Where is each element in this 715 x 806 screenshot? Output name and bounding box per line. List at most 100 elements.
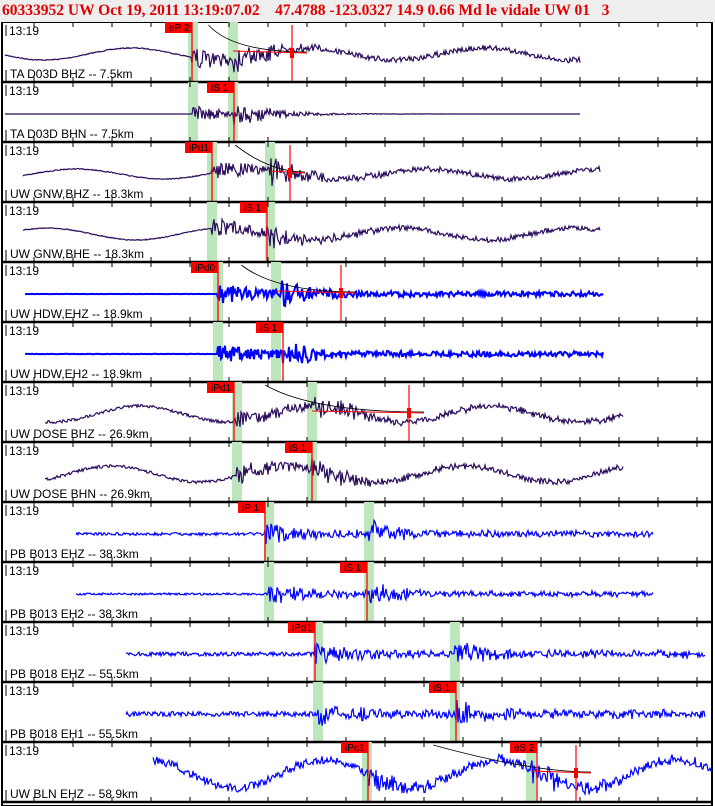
trace-channel-label: UW BLN EHZ -- 58.9km: [10, 787, 138, 801]
phase-pick-flag[interactable]: [165, 22, 192, 33]
trace-time-label: 13:19: [9, 384, 39, 398]
phase-pick-flag[interactable]: [288, 622, 315, 633]
trace-time-label: 13:19: [9, 324, 39, 338]
phase-window: [228, 82, 238, 142]
coda-fit-line: [530, 770, 592, 774]
phase-pick-flag[interactable]: [429, 682, 456, 693]
waveform: [125, 700, 706, 726]
phase-pick-label: eS 2: [514, 743, 535, 754]
phase-pick-flag[interactable]: [185, 142, 212, 153]
seismogram-panel[interactable]: eP 2 13:19 TA D03D BHZ -- 7.5km iS 1 13:19 TA…: [0, 22, 715, 806]
phase-pick-label: iPd1: [292, 623, 312, 634]
phase-window: [228, 22, 238, 82]
trace-panel-8[interactable]: iS 1 13:19 UW DOSE BHN -- 26.9km: [2, 442, 712, 504]
phase-pick-flag[interactable]: [510, 742, 537, 753]
trace-time-label: 13:19: [9, 504, 39, 518]
phase-pick-label: eP 2: [169, 23, 190, 34]
phase-window: [526, 742, 536, 802]
waveform: [22, 158, 601, 187]
trace-channel-label: UW GNW,BHZ -- 18.3km: [10, 187, 143, 201]
phase-pick-flag[interactable]: [207, 82, 234, 93]
trace-panel-5[interactable]: iPd0 13:19 UW HDW,EHZ -- 18.9km: [2, 262, 712, 324]
trace-channel-label: UW GNW,BHE -- 18.3km: [10, 247, 144, 261]
phase-window: [188, 82, 198, 142]
trace-panel-10[interactable]: iS 1 13:19 PB B013 EH2 -- 38.3km: [2, 562, 712, 624]
phase-window: [313, 622, 323, 682]
phase-window: [450, 682, 460, 742]
phase-pick-flag[interactable]: [191, 262, 218, 273]
coda-marker-box: [290, 48, 294, 58]
coda-marker-box: [574, 768, 578, 778]
plot-frame: [1, 22, 713, 806]
trace-channel-label: TA D03D BHZ -- 7.5km: [10, 67, 132, 81]
waveform: [125, 642, 706, 665]
trace-time-label: 13:19: [9, 684, 39, 698]
coda-decay-curve: [234, 144, 306, 173]
trace-channel-label: UW HDW,EHZ -- 18.9km: [10, 307, 143, 321]
phase-pick-flag[interactable]: [207, 382, 234, 393]
trace-channel-label: UW DOSE BHZ -- 26.9km: [10, 427, 149, 441]
waveform: [5, 105, 580, 126]
trace-panel-9[interactable]: iP 1 13:19 PB B013 EHZ -- 38.3km: [2, 502, 712, 564]
phase-pick-label: iS 1: [244, 203, 262, 214]
phase-pick-flag[interactable]: [256, 322, 283, 333]
waveform: [45, 396, 624, 427]
phase-window: [364, 502, 374, 562]
coda-decay-curve: [265, 384, 425, 413]
phase-window: [307, 382, 317, 442]
trace-panel-2[interactable]: iS 1 13:19 TA D03D BHN -- 7.5km: [2, 82, 712, 144]
waveform: [75, 584, 654, 604]
waveform: [75, 518, 654, 545]
phase-pick-label: iPd0: [195, 263, 215, 274]
phase-pick-label: iS 1: [289, 443, 307, 454]
phase-pick-label: iPc1: [345, 743, 365, 754]
phase-window: [450, 622, 460, 682]
event-header: 60333952 UW Oct 19, 2011 13:19:07.02 47.…: [0, 0, 715, 22]
trace-channel-label: PB B018 EH1 -- 55.5km: [10, 727, 138, 741]
trace-time-label: 13:19: [9, 204, 39, 218]
trace-panel-7[interactable]: iPd1 13:19 UW DOSE BHZ -- 26.9km: [2, 382, 712, 444]
trace-panel-1[interactable]: eP 2 13:19 TA D03D BHZ -- 7.5km: [2, 22, 712, 84]
trace-panel-4[interactable]: iS 1 13:19 UW GNW,BHE -- 18.3km: [2, 202, 712, 264]
trace-time-label: 13:19: [9, 624, 39, 638]
phase-pick-label: iS 1: [211, 83, 229, 94]
phase-pick-label: iS 1: [344, 563, 362, 574]
coda-fit-line: [311, 410, 425, 414]
phase-pick-label: iPd1: [211, 383, 231, 394]
phase-window: [232, 382, 242, 442]
trace-panel-13[interactable]: iPc1 eS 2 13:19 UW BLN EHZ -- 58.9km: [2, 742, 713, 804]
coda-fit-line: [269, 170, 306, 174]
coda-marker-box: [339, 288, 343, 298]
waveform: [25, 280, 604, 308]
trace-channel-label: PB B013 EHZ -- 38.3km: [10, 547, 139, 561]
trace-panel-3[interactable]: iPd1 13:19 UW GNW,BHZ -- 18.3km: [2, 142, 712, 204]
trace-time-label: 13:19: [9, 564, 39, 578]
trace-time-label: 13:19: [9, 444, 39, 458]
waveform: [44, 458, 624, 487]
phase-window: [265, 202, 275, 262]
waveform: [152, 752, 713, 797]
phase-pick-label: iS 1: [260, 323, 278, 334]
trace-time-label: 13:19: [9, 24, 39, 38]
phase-pick-label: iS 1: [433, 683, 451, 694]
phase-pick-flag[interactable]: [285, 442, 312, 453]
phase-pick-flag[interactable]: [341, 742, 368, 753]
coda-decay-curve: [240, 264, 357, 293]
waveform: [22, 216, 601, 249]
trace-channel-label: UW DOSE BHN -- 26.9km: [10, 487, 150, 501]
phase-pick-label: iP 1: [242, 503, 259, 514]
phase-pick-label: iPd1: [189, 143, 209, 154]
phase-pick-flag[interactable]: [240, 202, 267, 213]
trace-time-label: 13:19: [9, 744, 39, 758]
trace-panel-6[interactable]: iS 1 13:19 UW HDW,EH2 -- 18.9km: [2, 322, 712, 384]
phase-pick-flag[interactable]: [238, 502, 265, 513]
trace-channel-label: PB B018 EHZ -- 55.5km: [10, 667, 139, 681]
trace-channel-label: PB B013 EH2 -- 38.3km: [10, 607, 138, 621]
trace-channel-label: UW HDW,EH2 -- 18.9km: [10, 367, 142, 381]
phase-pick-flag[interactable]: [340, 562, 367, 573]
trace-panel-11[interactable]: iPd1 13:19 PB B018 EHZ -- 55.5km: [2, 622, 712, 684]
coda-marker-box: [407, 408, 411, 418]
trace-time-label: 13:19: [9, 84, 39, 98]
waveform: [24, 343, 604, 365]
coda-fit-line: [232, 50, 308, 54]
